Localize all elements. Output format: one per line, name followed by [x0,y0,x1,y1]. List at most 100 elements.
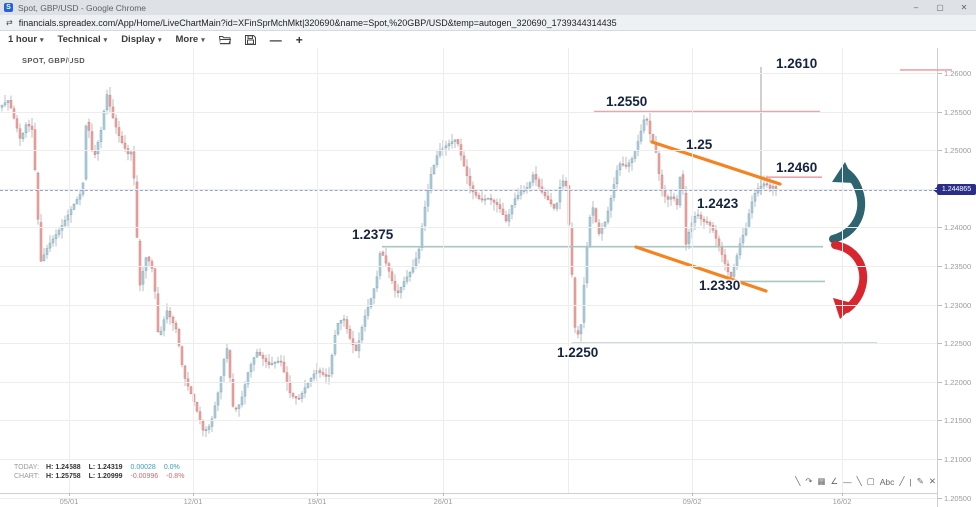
price-annotation-1.25: 1.25 [686,137,713,152]
legend-today-label: TODAY: [14,464,40,471]
dropdown-technical-label: Technical [57,34,101,45]
v-gridline [568,48,569,493]
close-button[interactable]: ✕ [960,3,968,12]
chevron-down-icon: ▾ [201,36,205,44]
restore-button[interactable]: ▢ [936,3,944,12]
x-axis-label: 05/01 [59,497,79,506]
y-tick [938,497,942,499]
price-annotation-1.2330: 1.2330 [699,278,741,293]
y-axis-label: 1.22500 [944,339,972,349]
x-tick [842,493,843,496]
legend-chart-change-pct: -0.8% [166,473,185,480]
window-title: Spot, GBP/USD - Google Chrome [18,2,147,13]
h-gridline [0,381,937,383]
horizontal-line-icon[interactable]: — [843,476,852,487]
x-tick [692,493,693,496]
x-tick [69,493,70,496]
price-chart[interactable]: SPOT, GBP/USD 1.244865 TODAY: H: 1.24588… [0,48,976,507]
annotation-overlay [382,69,952,345]
divider-icon[interactable]: | [909,476,912,487]
v-gridline [842,48,843,493]
price-annotation-1.2460: 1.2460 [776,160,818,175]
x-axis-line [0,493,937,494]
rectangle-icon[interactable]: ▢ [866,476,875,486]
h-gridline [0,266,937,267]
url-text[interactable]: financials.spreadex.com/App/Home/LiveCha… [18,17,617,28]
address-bar[interactable]: ⇄ financials.spreadex.com/App/Home/LiveC… [0,15,976,31]
app-icon: S [4,3,13,12]
price-annotation-1.2550: 1.2550 [606,94,648,109]
zoom-out-button[interactable]: — [269,32,282,47]
h-gridline [0,188,937,190]
x-axis-label: 26/01 [433,497,453,506]
dropdown-interval-label: 1 hour [8,34,38,45]
bearish-curved-arrow [831,241,868,313]
legend-today-row: TODAY: H: 1.24588 L: 1.24319 0.00028 0.0… [14,463,192,472]
dropdown-display-label: Display [121,34,155,45]
grid-icon[interactable]: ▦ [817,476,826,486]
y-tick [938,73,942,74]
dropdown-display[interactable]: Display ▾ [121,34,161,45]
h-gridline [0,73,937,74]
y-axis-label: 1.23000 [944,300,972,310]
y-tick [938,111,942,113]
channel-trendline-2[interactable] [634,245,768,293]
window-controls: – ▢ ✕ [904,0,976,15]
tab-switch-icon[interactable]: ⇄ [6,18,13,27]
x-axis-label: 19/01 [307,497,327,506]
zoom-in-button[interactable]: + [295,32,303,47]
y-axis-label: 1.26000 [944,69,972,78]
x-axis-label: 12/01 [183,497,203,506]
y-axis-label: 1.25500 [944,107,972,117]
pitchfork-icon[interactable]: ∠ [830,476,839,486]
segment-icon[interactable]: ╲ [856,476,862,486]
channel-trendline-1[interactable] [650,140,782,186]
h-gridline [0,150,937,152]
h-gridline [0,111,937,113]
y-tick [938,381,942,383]
bearish-arrowhead [833,298,856,319]
save-icon[interactable] [244,34,256,45]
close-tools-icon[interactable]: ✕ [928,476,936,486]
minimize-button[interactable]: – [913,3,919,12]
ray-icon[interactable]: ╱ [899,476,905,486]
price-annotation-1.2610: 1.2610 [776,56,818,71]
h-gridline [0,420,937,422]
legend-chart-high: H: 1.25758 [46,473,81,480]
current-price-dashed-line [0,189,937,191]
x-tick [317,493,318,496]
current-price-tag: 1.244865 [933,184,976,196]
trend-line-icon[interactable]: ╲ [795,476,801,486]
y-axis-label: 1.21000 [944,455,972,464]
y-tick [938,343,942,345]
y-tick [938,420,942,422]
v-gridline [193,48,194,493]
dropdown-interval[interactable]: 1 hour ▾ [8,34,44,45]
ohlc-legend: TODAY: H: 1.24588 L: 1.24319 0.00028 0.0… [14,463,192,481]
v-gridline [317,48,318,493]
chart-toolbar: 1 hour ▾ Technical ▾ Display ▾ More ▾ — + [0,31,976,49]
x-axis-label: 09/02 [682,497,702,506]
x-tick [443,493,444,496]
h-gridline [0,497,937,499]
bullish-arrowhead [832,162,855,183]
candlestick-series [0,66,778,438]
legend-today-high: H: 1.24588 [46,464,81,471]
v-gridline [692,48,693,493]
curved-arrow-icon[interactable]: ↷ [805,476,813,486]
price-annotation-1.2375: 1.2375 [352,227,394,242]
x-axis-label: 16/02 [832,497,852,506]
chevron-down-icon: ▾ [40,36,44,44]
pencil-icon[interactable]: ✎ [916,476,924,486]
legend-chart-low: L: 1.20999 [88,473,123,480]
y-tick [938,227,942,229]
open-folder-icon[interactable] [218,35,231,45]
h-gridline [0,304,937,306]
dropdown-technical[interactable]: Technical ▾ [58,34,108,45]
h-gridline [0,343,937,345]
title-bar: S Spot, GBP/USD - Google Chrome – ▢ ✕ [0,0,976,15]
text-tool-icon[interactable]: Abc [879,476,895,487]
dropdown-more[interactable]: More ▾ [176,34,205,45]
v-gridline [443,48,444,493]
